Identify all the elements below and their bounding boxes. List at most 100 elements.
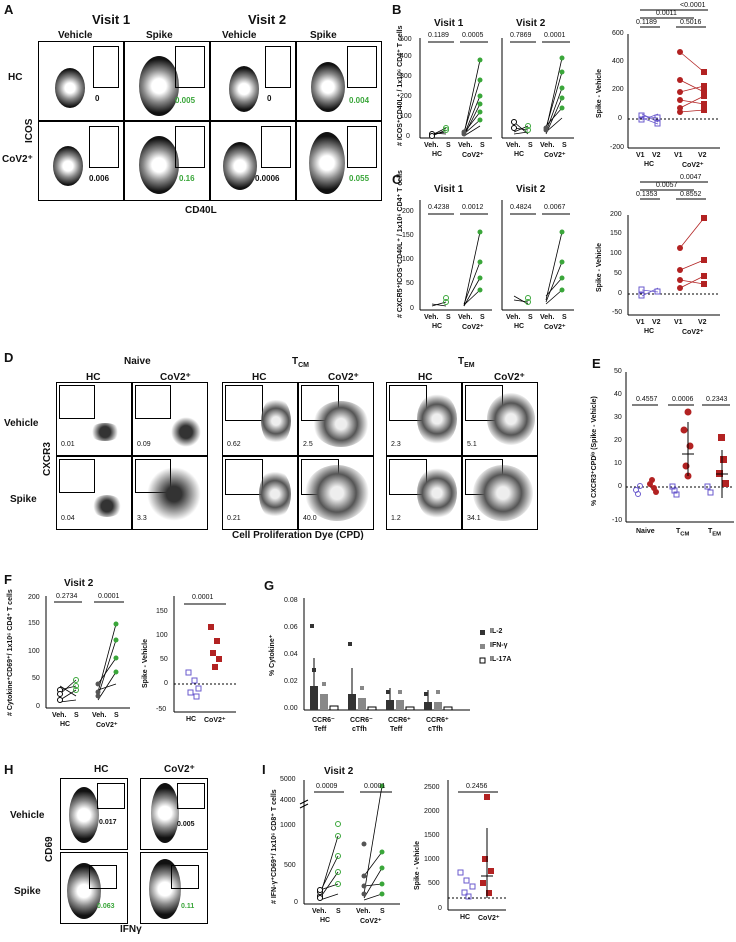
- b-visit2: Visit 2: [516, 18, 546, 29]
- d-xlabel: Cell Proliferation Dye (CPD): [232, 530, 364, 541]
- b-v2-axes: [501, 38, 574, 139]
- b-xtick: Veh.: [424, 142, 439, 149]
- b-xgroup: CoV2⁺: [544, 152, 566, 159]
- c-v1-pval-1: 0.4238: [428, 204, 450, 211]
- panel-g-letter: G: [264, 578, 275, 593]
- i-ytick: 5000: [280, 776, 296, 783]
- b-xgroup: HC: [432, 151, 443, 158]
- e-ytick: -10: [612, 517, 623, 524]
- i-right-ytick: 2500: [424, 784, 440, 791]
- a-row-2: CoV2⁺: [2, 154, 33, 165]
- b-right-ytick: 0: [618, 115, 622, 122]
- e-xcat: TEM: [708, 528, 722, 538]
- c-xtick: Veh.: [540, 314, 555, 321]
- c-right-ytick: 50: [614, 270, 622, 277]
- b-v2-pval-1: 0.7869: [510, 32, 532, 39]
- d-value: 0.21: [227, 515, 241, 522]
- g-legend-il17a: IL-17A: [490, 656, 512, 663]
- i-right-pval: 0.2456: [466, 783, 488, 790]
- b-right-xgroup: CoV2⁺: [682, 162, 704, 169]
- panel-i-letter: I: [262, 762, 266, 777]
- i-right-ytick: 0: [438, 905, 442, 912]
- c-right-ytick: -50: [612, 309, 623, 316]
- b-right-axes: [627, 9, 720, 149]
- b-ytick: 200: [400, 93, 412, 100]
- a-col-4: Spike: [310, 30, 337, 41]
- b-xtick: Veh.: [540, 142, 555, 149]
- a-value: 0.055: [349, 174, 370, 183]
- d-row-vehicle: Vehicle: [4, 418, 39, 429]
- f-right-ytick: 150: [156, 608, 168, 615]
- i-xgroup: CoV2⁺: [360, 918, 382, 925]
- c-right-xtick: V2: [698, 319, 707, 326]
- c-xtick: S: [528, 314, 533, 321]
- h-plot-cov2-vehicle: 0.005: [140, 778, 208, 850]
- h-xlabel: IFNγ: [120, 924, 142, 935]
- f-right-ytick: 50: [160, 656, 168, 663]
- c-right-xtick: V1: [636, 319, 645, 326]
- a-col-1: Vehicle: [58, 30, 93, 41]
- b-right-pval: 0.1189: [636, 19, 657, 26]
- f-xtick: Veh.: [52, 712, 67, 719]
- c-visit1: Visit 1: [434, 184, 464, 195]
- b-right-xgroup: HC: [644, 161, 655, 168]
- b-xtick: S: [562, 142, 567, 149]
- i-right-xtick: CoV2⁺: [478, 915, 500, 922]
- a-row-1: HC: [8, 72, 23, 83]
- c-ytick: 150: [402, 232, 414, 239]
- e-ytick: 20: [614, 437, 622, 444]
- d-group-tcm: TCM: [292, 356, 309, 369]
- g-cat-1a: CCR6⁻: [312, 717, 335, 724]
- c-v1-pval-2: 0.0012: [462, 204, 484, 211]
- f-right-xtick: CoV2⁺: [204, 717, 226, 724]
- c-right-pval: 0.8552: [680, 191, 702, 198]
- f-right-xtick: HC: [186, 716, 197, 723]
- d-value: 0.62: [227, 441, 241, 448]
- i-right-ytick: 500: [428, 880, 440, 887]
- panel-f-letter: F: [4, 572, 12, 587]
- h-col-hc: HC: [94, 764, 109, 775]
- b-xgroup: CoV2⁺: [462, 152, 484, 159]
- b-ytick: 300: [400, 73, 412, 80]
- c-right-ytick: 150: [610, 230, 622, 237]
- d-plot-naive-hc-spike: 0.04: [56, 456, 132, 530]
- f-right-ytick: 0: [164, 680, 168, 687]
- g-ytick: 0.06: [284, 624, 298, 631]
- i-xtick: Veh.: [312, 908, 327, 915]
- d-plot-tcm-cov2-veh: 2.5: [298, 382, 374, 456]
- c-right-xtick: V1: [674, 319, 683, 326]
- a-value: 0: [95, 94, 100, 103]
- b-right-pval: <0.0001: [680, 2, 706, 9]
- c-right-ytick: 0: [618, 290, 622, 297]
- f-xtick: S: [74, 712, 79, 719]
- d-plot-tcm-cov2-spike: 40.0: [298, 456, 374, 530]
- d-value: 1.2: [391, 515, 401, 522]
- h-plot-hc-vehicle: 0.017: [60, 778, 128, 850]
- c-right-ytick: 100: [610, 250, 622, 257]
- e-pval: 0.0006: [672, 396, 694, 403]
- g-legend-il2: IL-2: [490, 628, 503, 635]
- e-pval: 0.2343: [706, 396, 728, 403]
- i-ytick: 4000: [280, 797, 296, 804]
- d-value: 3.3: [137, 515, 147, 522]
- d-col: HC: [252, 372, 267, 383]
- f-ytick: 200: [28, 594, 40, 601]
- a-plot-cov2-v2-spike: 0.055: [296, 121, 382, 201]
- i-right-xtick: HC: [460, 914, 471, 921]
- b-right-pval: 0.0011: [656, 10, 677, 17]
- c-xtick: Veh.: [506, 314, 521, 321]
- c-xgroup: HC: [432, 323, 443, 330]
- f-pval: 0.2734: [56, 593, 78, 600]
- panel-h-letter: H: [4, 762, 14, 777]
- g-legend-ifng: IFN-γ: [490, 642, 508, 649]
- d-value: 0.09: [137, 441, 151, 448]
- d-col: HC: [418, 372, 433, 383]
- c-xtick: Veh.: [458, 314, 473, 321]
- i-xgroup: HC: [320, 917, 331, 924]
- b-right-pval: 0.5016: [680, 19, 702, 26]
- f-xgroup: HC: [60, 721, 71, 728]
- a-plot-hc-v1-spike: 0.005: [124, 41, 210, 121]
- panel-d-letter: D: [4, 350, 14, 365]
